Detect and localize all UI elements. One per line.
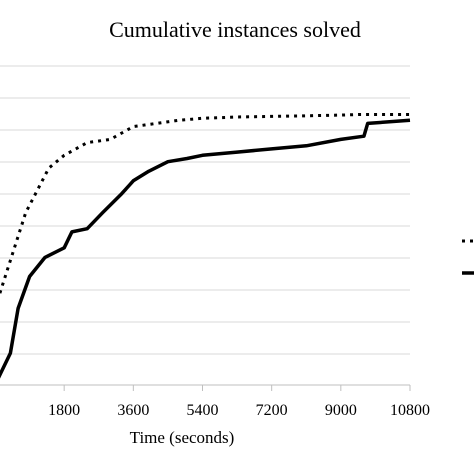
x-axis-ticks: 1800 3600 5400 7200 9000 10800 — [48, 385, 430, 419]
x-tick-label-10800: 10800 — [390, 402, 430, 419]
series-line-solid — [0, 118, 411, 379]
chart-title: Cumulative instances solved — [109, 17, 361, 42]
series-line-dotted — [0, 113, 410, 298]
gridlines — [0, 65, 410, 386]
x-tick-label-7200: 7200 — [256, 402, 288, 419]
legend — [462, 239, 474, 275]
x-tick-label-9000: 9000 — [325, 402, 357, 419]
x-axis-label: Time (seconds) — [130, 428, 235, 447]
x-tick-label-5400: 5400 — [187, 402, 219, 419]
series-layer — [0, 113, 411, 379]
x-tick-label-1800: 1800 — [48, 402, 80, 419]
x-tick-label-3600: 3600 — [117, 402, 149, 419]
